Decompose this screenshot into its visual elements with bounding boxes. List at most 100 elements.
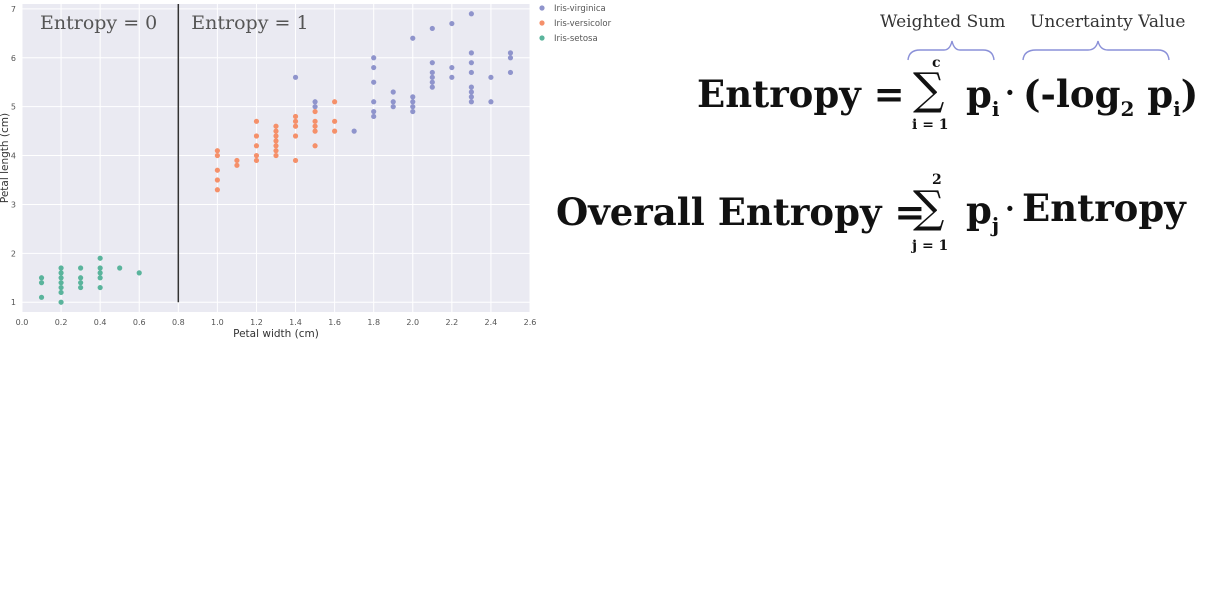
iris-virginica-point — [468, 94, 474, 100]
sum1-upper-limit: c — [932, 55, 941, 71]
entropy-lhs: Entropy = — [697, 72, 905, 116]
iris-setosa-point — [58, 265, 64, 271]
iris-virginica-point — [468, 84, 474, 90]
iris-setosa-point — [97, 275, 103, 281]
iris-virginica-point — [371, 79, 377, 85]
iris-setosa-point — [97, 284, 103, 291]
iris-setosa-point — [97, 255, 103, 261]
y-tick-label: 7 — [11, 5, 16, 14]
iris-virginica-point — [312, 99, 318, 105]
sum1-term: pi — [966, 76, 999, 120]
iris-setosa-point — [58, 299, 64, 305]
iris-setosa-point — [38, 294, 45, 300]
iris-versicolor-point — [234, 157, 240, 164]
iris-virginica-point — [371, 99, 377, 105]
iris-versicolor-point — [253, 152, 260, 159]
iris-setosa-point — [78, 275, 84, 281]
x-tick-label: 2.2 — [445, 318, 458, 327]
iris-versicolor-point — [273, 128, 279, 134]
iris-virginica-point — [351, 128, 357, 134]
iris-virginica-point — [429, 79, 435, 85]
x-tick-label: 0.6 — [133, 318, 146, 327]
legend: Iris-virginica Iris-versicolor Iris-setosa — [539, 4, 612, 44]
weighted-sum-annotation: Weighted Sum — [880, 12, 1006, 32]
iris-virginica-point — [449, 74, 455, 80]
iris-versicolor-point — [273, 138, 279, 144]
iris-versicolor-point — [332, 118, 338, 124]
iris-virginica-point — [507, 50, 514, 56]
log-term: (-log2 pi) — [1023, 76, 1198, 120]
iris-virginica-point — [390, 104, 396, 110]
iris-setosa-point — [97, 265, 103, 271]
x-tick-label: 1.2 — [250, 318, 263, 327]
sum2-lower-limit: j = 1 — [912, 238, 949, 254]
iris-versicolor-point — [312, 128, 318, 134]
legend-label-iris-setosa: Iris-setosa — [554, 34, 598, 44]
x-tick-label: 0.0 — [16, 318, 29, 327]
iris-setosa-point — [38, 275, 45, 281]
iris-versicolor-point — [292, 123, 299, 129]
y-tick-label: 3 — [11, 200, 16, 209]
x-tick-label: 1.6 — [328, 318, 341, 327]
iris-versicolor-point — [312, 123, 318, 129]
iris-setosa-point — [78, 265, 84, 271]
iris-virginica-point — [292, 74, 299, 80]
region-label-entropy-1: Entropy = 1 — [191, 12, 308, 34]
iris-virginica-point — [507, 55, 514, 61]
iris-virginica-point — [410, 104, 416, 110]
iris-versicolor-point — [292, 118, 299, 124]
y-tick-label: 6 — [11, 54, 16, 63]
data-points — [38, 11, 514, 305]
log-subscript: i — [1173, 97, 1181, 121]
iris-versicolor-point — [312, 143, 318, 149]
legend-marker-iris-versicolor — [539, 20, 545, 26]
iris-virginica-point — [410, 35, 416, 41]
iris-virginica-point — [429, 84, 435, 90]
y-axis-ticks: 1 2 3 4 5 6 7 — [11, 5, 16, 307]
legend-marker-iris-setosa — [539, 35, 545, 41]
iris-virginica-point — [449, 20, 455, 27]
annotation-braces — [907, 40, 1170, 61]
sum2-upper-limit: 2 — [932, 172, 942, 188]
y-tick-label: 5 — [11, 103, 16, 112]
iris-versicolor-point — [332, 128, 338, 134]
legend-marker-iris-virginica — [539, 5, 545, 11]
iris-virginica-point — [429, 74, 435, 80]
y-tick-label: 2 — [11, 249, 16, 258]
x-tick-label: 2.4 — [485, 318, 498, 327]
iris-versicolor-point — [292, 157, 299, 164]
sum2-subscript: j — [991, 213, 1000, 237]
iris-virginica-point — [468, 60, 474, 66]
iris-versicolor-point — [214, 148, 220, 154]
iris-versicolor-point — [273, 148, 279, 154]
iris-setosa-point — [58, 289, 64, 296]
iris-versicolor-point — [312, 118, 318, 124]
y-tick-label: 4 — [11, 152, 16, 161]
x-tick-label: 0.4 — [94, 318, 107, 327]
iris-virginica-point — [390, 99, 396, 105]
iris-virginica-point — [429, 60, 435, 66]
uncertainty-brace — [1022, 40, 1170, 61]
iris-setosa-point — [78, 280, 84, 286]
iris-versicolor-point — [214, 177, 220, 183]
iris-setosa-point — [58, 280, 64, 286]
iris-versicolor-point — [312, 108, 318, 115]
iris-versicolor-point — [273, 133, 279, 139]
iris-versicolor-point — [253, 118, 260, 124]
multiply-dot-2: · — [1005, 192, 1015, 225]
iris-versicolor-point — [214, 187, 220, 193]
iris-virginica-point — [468, 11, 474, 17]
iris-virginica-point — [488, 74, 494, 80]
iris-virginica-point — [410, 94, 416, 100]
y-tick-label: 1 — [11, 298, 16, 307]
region-label-entropy-0: Entropy = 0 — [40, 12, 157, 34]
iris-setosa-point — [78, 284, 84, 291]
iris-versicolor-point — [214, 152, 220, 159]
iris-setosa-point — [58, 284, 64, 291]
iris-setosa-point — [58, 270, 64, 276]
iris-setosa-point — [97, 270, 103, 276]
log-variable: p — [1147, 72, 1174, 116]
x-tick-label: 0.8 — [172, 318, 185, 327]
iris-virginica-point — [488, 99, 494, 105]
overall-entropy-lhs: Overall Entropy = — [556, 190, 926, 234]
